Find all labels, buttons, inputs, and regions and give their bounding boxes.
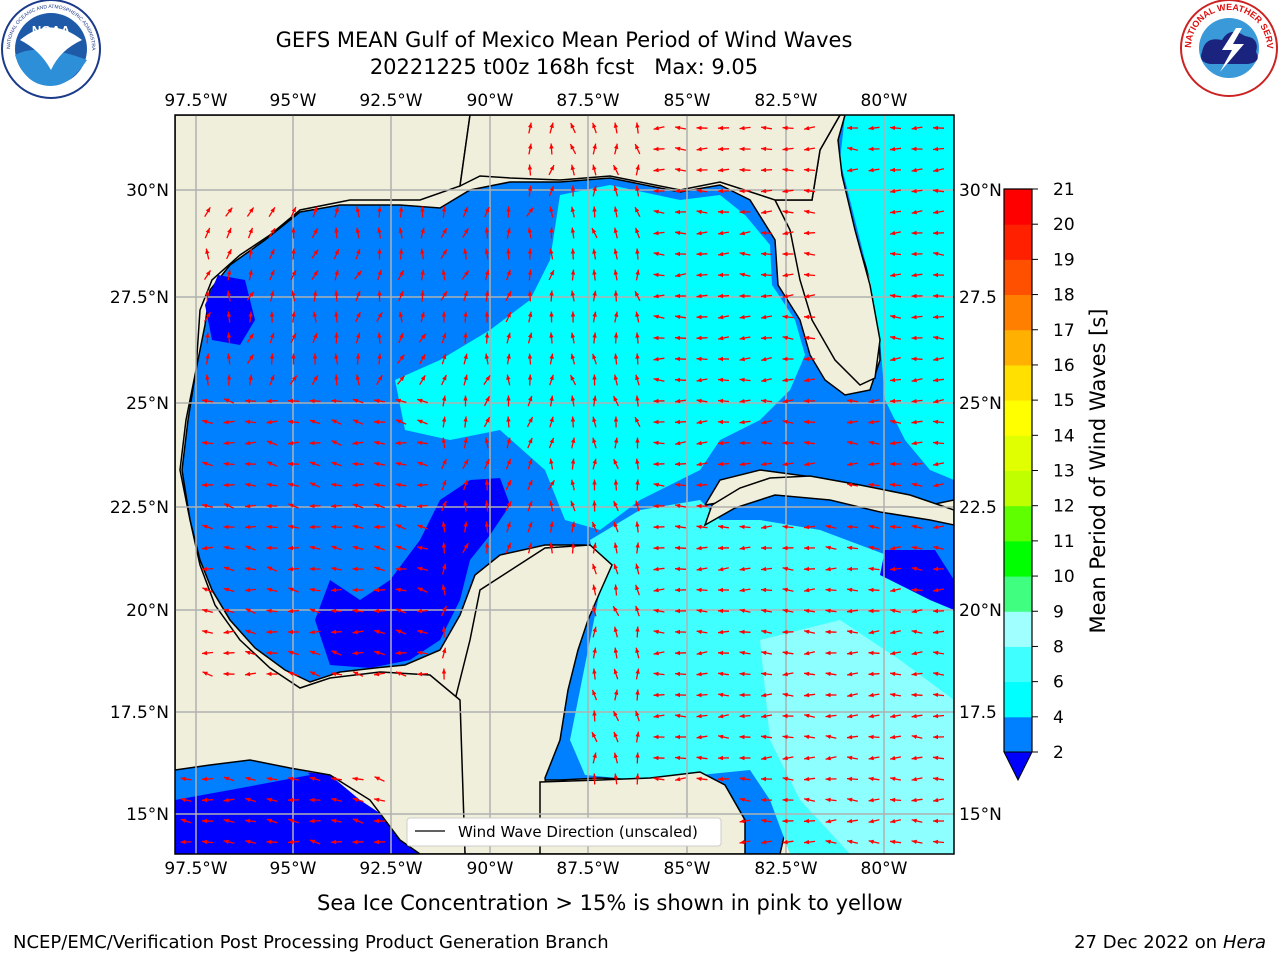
colorbar-tick-label: 16 xyxy=(1053,356,1075,376)
colorbar-segment xyxy=(1004,646,1032,683)
colorbar-tick-label: 14 xyxy=(1053,426,1075,446)
bay-campeche-deep xyxy=(315,478,510,668)
colorbar-segment xyxy=(1004,611,1032,647)
lat-tick-right: 20°N xyxy=(959,601,1002,621)
lon-tick-top: 82.5°W xyxy=(754,91,817,111)
colorbar-segment xyxy=(1004,505,1032,542)
pacific-deep xyxy=(175,770,420,854)
us-gulf-coast-land xyxy=(459,115,841,201)
colorbar xyxy=(1003,188,1033,782)
colorbar-tick-label: 13 xyxy=(1053,462,1075,482)
colorbar-tick-label: 10 xyxy=(1053,567,1075,587)
colorbar-tick-label: 8 xyxy=(1053,637,1064,657)
colorbar-segment xyxy=(1004,681,1032,718)
colorbar-segment xyxy=(1004,716,1032,753)
lat-tick-left: 17.5°N xyxy=(110,703,169,723)
colorbar-segment xyxy=(1004,576,1032,612)
lat-tick-left: 20°N xyxy=(126,601,169,621)
footer-date: 27 Dec 2022 on xyxy=(1074,932,1218,953)
lon-tick-bottom: 92.5°W xyxy=(359,859,422,879)
lon-tick-bottom: 80°W xyxy=(861,859,908,879)
footer-host: Hera xyxy=(1222,932,1266,953)
lon-tick-top: 90°W xyxy=(467,91,514,111)
graticule xyxy=(175,115,954,854)
lon-tick-bottom: 95°W xyxy=(270,859,317,879)
eastern-gulf-cyan xyxy=(395,185,805,530)
lat-tick-right: 27.5 xyxy=(959,288,997,308)
noaa-logo: NOAA NATIONAL OCEANIC AND ATMOSPHERIC AD… xyxy=(0,0,101,99)
wind-wave-arrows xyxy=(180,122,945,845)
colorbar-tick-label: 4 xyxy=(1053,708,1064,728)
lon-ticks-bottom: 97.5°W 95°W 92.5°W 90°W 87.5°W 85°W 82.5°W 80°W xyxy=(164,859,907,879)
colorbar-segment xyxy=(1004,470,1032,507)
colorbar-tick-label: 21 xyxy=(1053,180,1075,200)
colorbar-tick-label: 6 xyxy=(1053,673,1064,693)
pacific-blue xyxy=(175,755,310,800)
map-legend: Wind Wave Direction (unscaled) xyxy=(406,817,722,847)
lon-tick-top: 85°W xyxy=(664,91,711,111)
map-frame xyxy=(174,114,955,855)
cuba-land xyxy=(703,475,954,527)
lat-tick-right: 25°N xyxy=(959,394,1002,414)
yucatan-land xyxy=(454,544,613,854)
lon-tick-bottom: 97.5°W xyxy=(164,859,227,879)
colorbar-tick-label: 2 xyxy=(1053,743,1064,763)
colorbar-tick-label: 15 xyxy=(1053,391,1075,411)
colorbar-tick-label: 20 xyxy=(1053,215,1075,235)
colorbar-segment xyxy=(1004,540,1032,577)
lat-tick-left: 22.5°N xyxy=(110,498,169,518)
lat-ticks-right: 30°N 27.5 25°N 22.5 20°N 17.5 15°N xyxy=(959,181,1002,825)
footer-left: NCEP/EMC/Verification Post Processing Pr… xyxy=(13,932,609,953)
colorbar-segment xyxy=(1004,435,1032,471)
lat-tick-left: 25°N xyxy=(126,394,169,414)
colorbar-segment xyxy=(1004,400,1032,436)
colorbar-under-triangle xyxy=(1003,751,1033,782)
lon-tick-top: 87.5°W xyxy=(556,91,619,111)
lat-tick-right: 30°N xyxy=(959,181,1002,201)
colorbar-tick-label: 17 xyxy=(1053,321,1075,341)
mexico-south-land xyxy=(175,115,471,854)
lat-ticks-left: 30°N 27.5°N 25°N 22.5°N 20°N 17.5°N 15°N xyxy=(110,181,169,825)
lon-tick-top: 92.5°W xyxy=(359,91,422,111)
colorbar-label: Mean Period of Wind Waves [s] xyxy=(1086,309,1110,634)
title-line-1: GEFS MEAN Gulf of Mexico Mean Period of … xyxy=(275,28,853,52)
noaa-logo-text: NOAA xyxy=(32,23,71,38)
colorbar-segment xyxy=(1004,224,1032,260)
legend-label: Wind Wave Direction (unscaled) xyxy=(458,823,698,841)
colorbar-segment xyxy=(1004,294,1032,331)
colorbar-tick-label: 12 xyxy=(1053,497,1075,517)
lon-tick-bottom: 90°W xyxy=(467,859,514,879)
colorbar-tick-label: 19 xyxy=(1053,250,1075,270)
colorbar-ticks: 2 4 6 8 9 10 11 12 13 14 15 16 17 18 19 20 21 xyxy=(1032,180,1075,763)
lat-tick-left: 30°N xyxy=(126,181,169,201)
lat-tick-left: 27.5°N xyxy=(110,288,169,308)
texas-coast-deep xyxy=(205,275,255,345)
lon-tick-top: 95°W xyxy=(270,91,317,111)
lon-tick-bottom: 82.5°W xyxy=(754,859,817,879)
lon-tick-bottom: 87.5°W xyxy=(556,859,619,879)
cayman-deep xyxy=(880,550,954,610)
lon-tick-top: 80°W xyxy=(861,91,908,111)
colorbar-tick-label: 11 xyxy=(1053,532,1075,552)
colorbar-segment xyxy=(1004,259,1032,296)
colorbar-segment xyxy=(1004,364,1032,401)
lat-tick-right: 17.5 xyxy=(959,703,997,723)
colorbar-segment xyxy=(1004,329,1032,366)
lat-tick-right: 15°N xyxy=(959,805,1002,825)
colorbar-segment xyxy=(1004,189,1032,225)
lon-tick-bottom: 85°W xyxy=(664,859,711,879)
lon-ticks-top: 97.5°W 95°W 92.5°W 90°W 87.5°W 85°W 82.5°W 80°W xyxy=(164,91,907,111)
lat-tick-left: 15°N xyxy=(126,805,169,825)
footer-right: 27 Dec 2022 on Hera xyxy=(1074,932,1266,953)
lon-tick-top: 97.5°W xyxy=(164,91,227,111)
colorbar-tick-label: 9 xyxy=(1053,602,1064,622)
title-line-2: 20221225 t00z 168h fcst Max: 9.05 xyxy=(369,55,759,79)
colorbar-tick-label: 18 xyxy=(1053,286,1075,306)
lat-tick-right: 22.5 xyxy=(959,498,997,518)
